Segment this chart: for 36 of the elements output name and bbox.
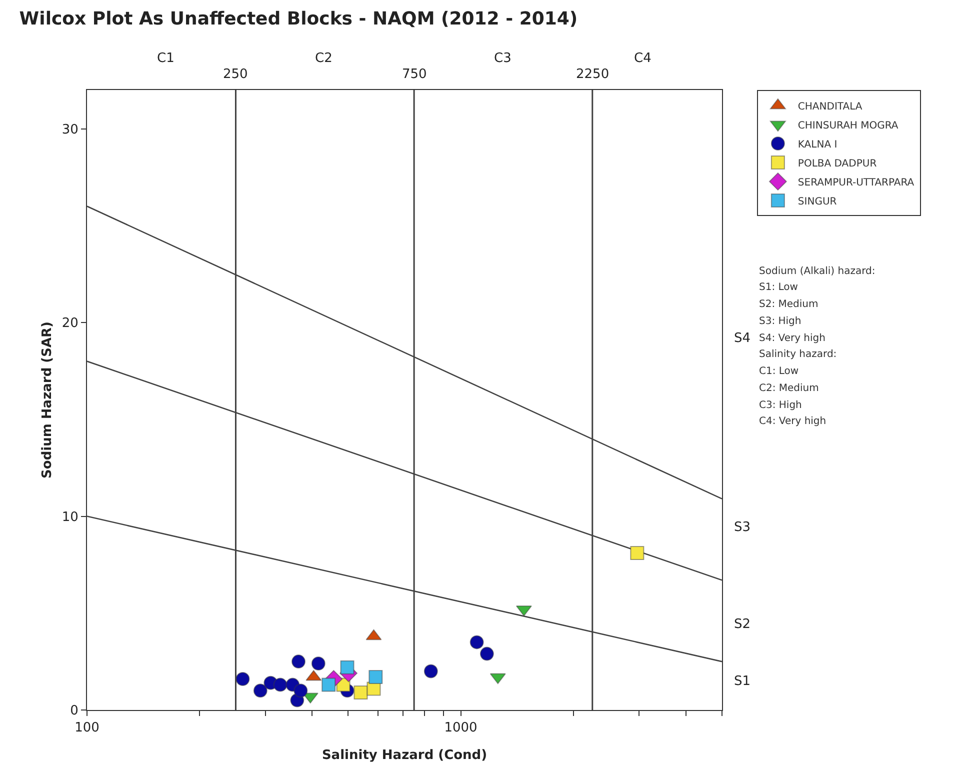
text: C1: Low [759, 366, 799, 377]
text: Salinity hazard: [759, 349, 837, 360]
ref-line-label: 750 [402, 67, 427, 82]
y-axis-title: Sodium Hazard (SAR) [40, 322, 55, 478]
legend-label: SINGUR [798, 196, 837, 208]
text: S1: Low [759, 282, 798, 293]
legend-label: POLBA DADPUR [798, 158, 877, 170]
y-tick-label: 30 [62, 122, 78, 138]
y-tick-label: 0 [70, 704, 78, 719]
text: C2 [315, 51, 332, 66]
text: S2 [734, 617, 751, 632]
x-axis-title: Salinity Hazard (Cond) [322, 748, 488, 763]
legend-label: CHANDITALA [798, 101, 862, 112]
y-tick-label: 10 [62, 510, 78, 525]
text: S2: Medium [759, 299, 818, 310]
legend-label: KALNA I [798, 139, 838, 150]
y-tick-label: 20 [62, 316, 78, 332]
legend-label: CHINSURAH MOGRA [798, 120, 898, 132]
x-tick-label: 100 [74, 720, 100, 736]
text: C2: Medium [759, 383, 819, 394]
text: C1 [157, 51, 174, 66]
text: S4: Very high [759, 333, 826, 344]
text: S1 [734, 674, 751, 689]
legend-label: SERAMPUR-UTTARPARA [798, 177, 914, 188]
text: S3: High [759, 316, 802, 327]
ref-line-label: 250 [223, 67, 248, 82]
text: Sodium (Alkali) hazard: [759, 266, 876, 277]
x-tick-label: 1000 [444, 720, 478, 736]
text: C4: Very high [759, 416, 826, 427]
text: S3 [734, 520, 751, 535]
text: S4 [734, 331, 751, 346]
text: C3 [494, 51, 512, 66]
chart-title: Wilcox Plot As Unaffected Blocks - NAQM (2012 - 2014) [19, 8, 578, 30]
ref-line-label: 2250 [576, 67, 610, 82]
text: C4 [634, 51, 652, 66]
text: C3: High [759, 400, 802, 411]
